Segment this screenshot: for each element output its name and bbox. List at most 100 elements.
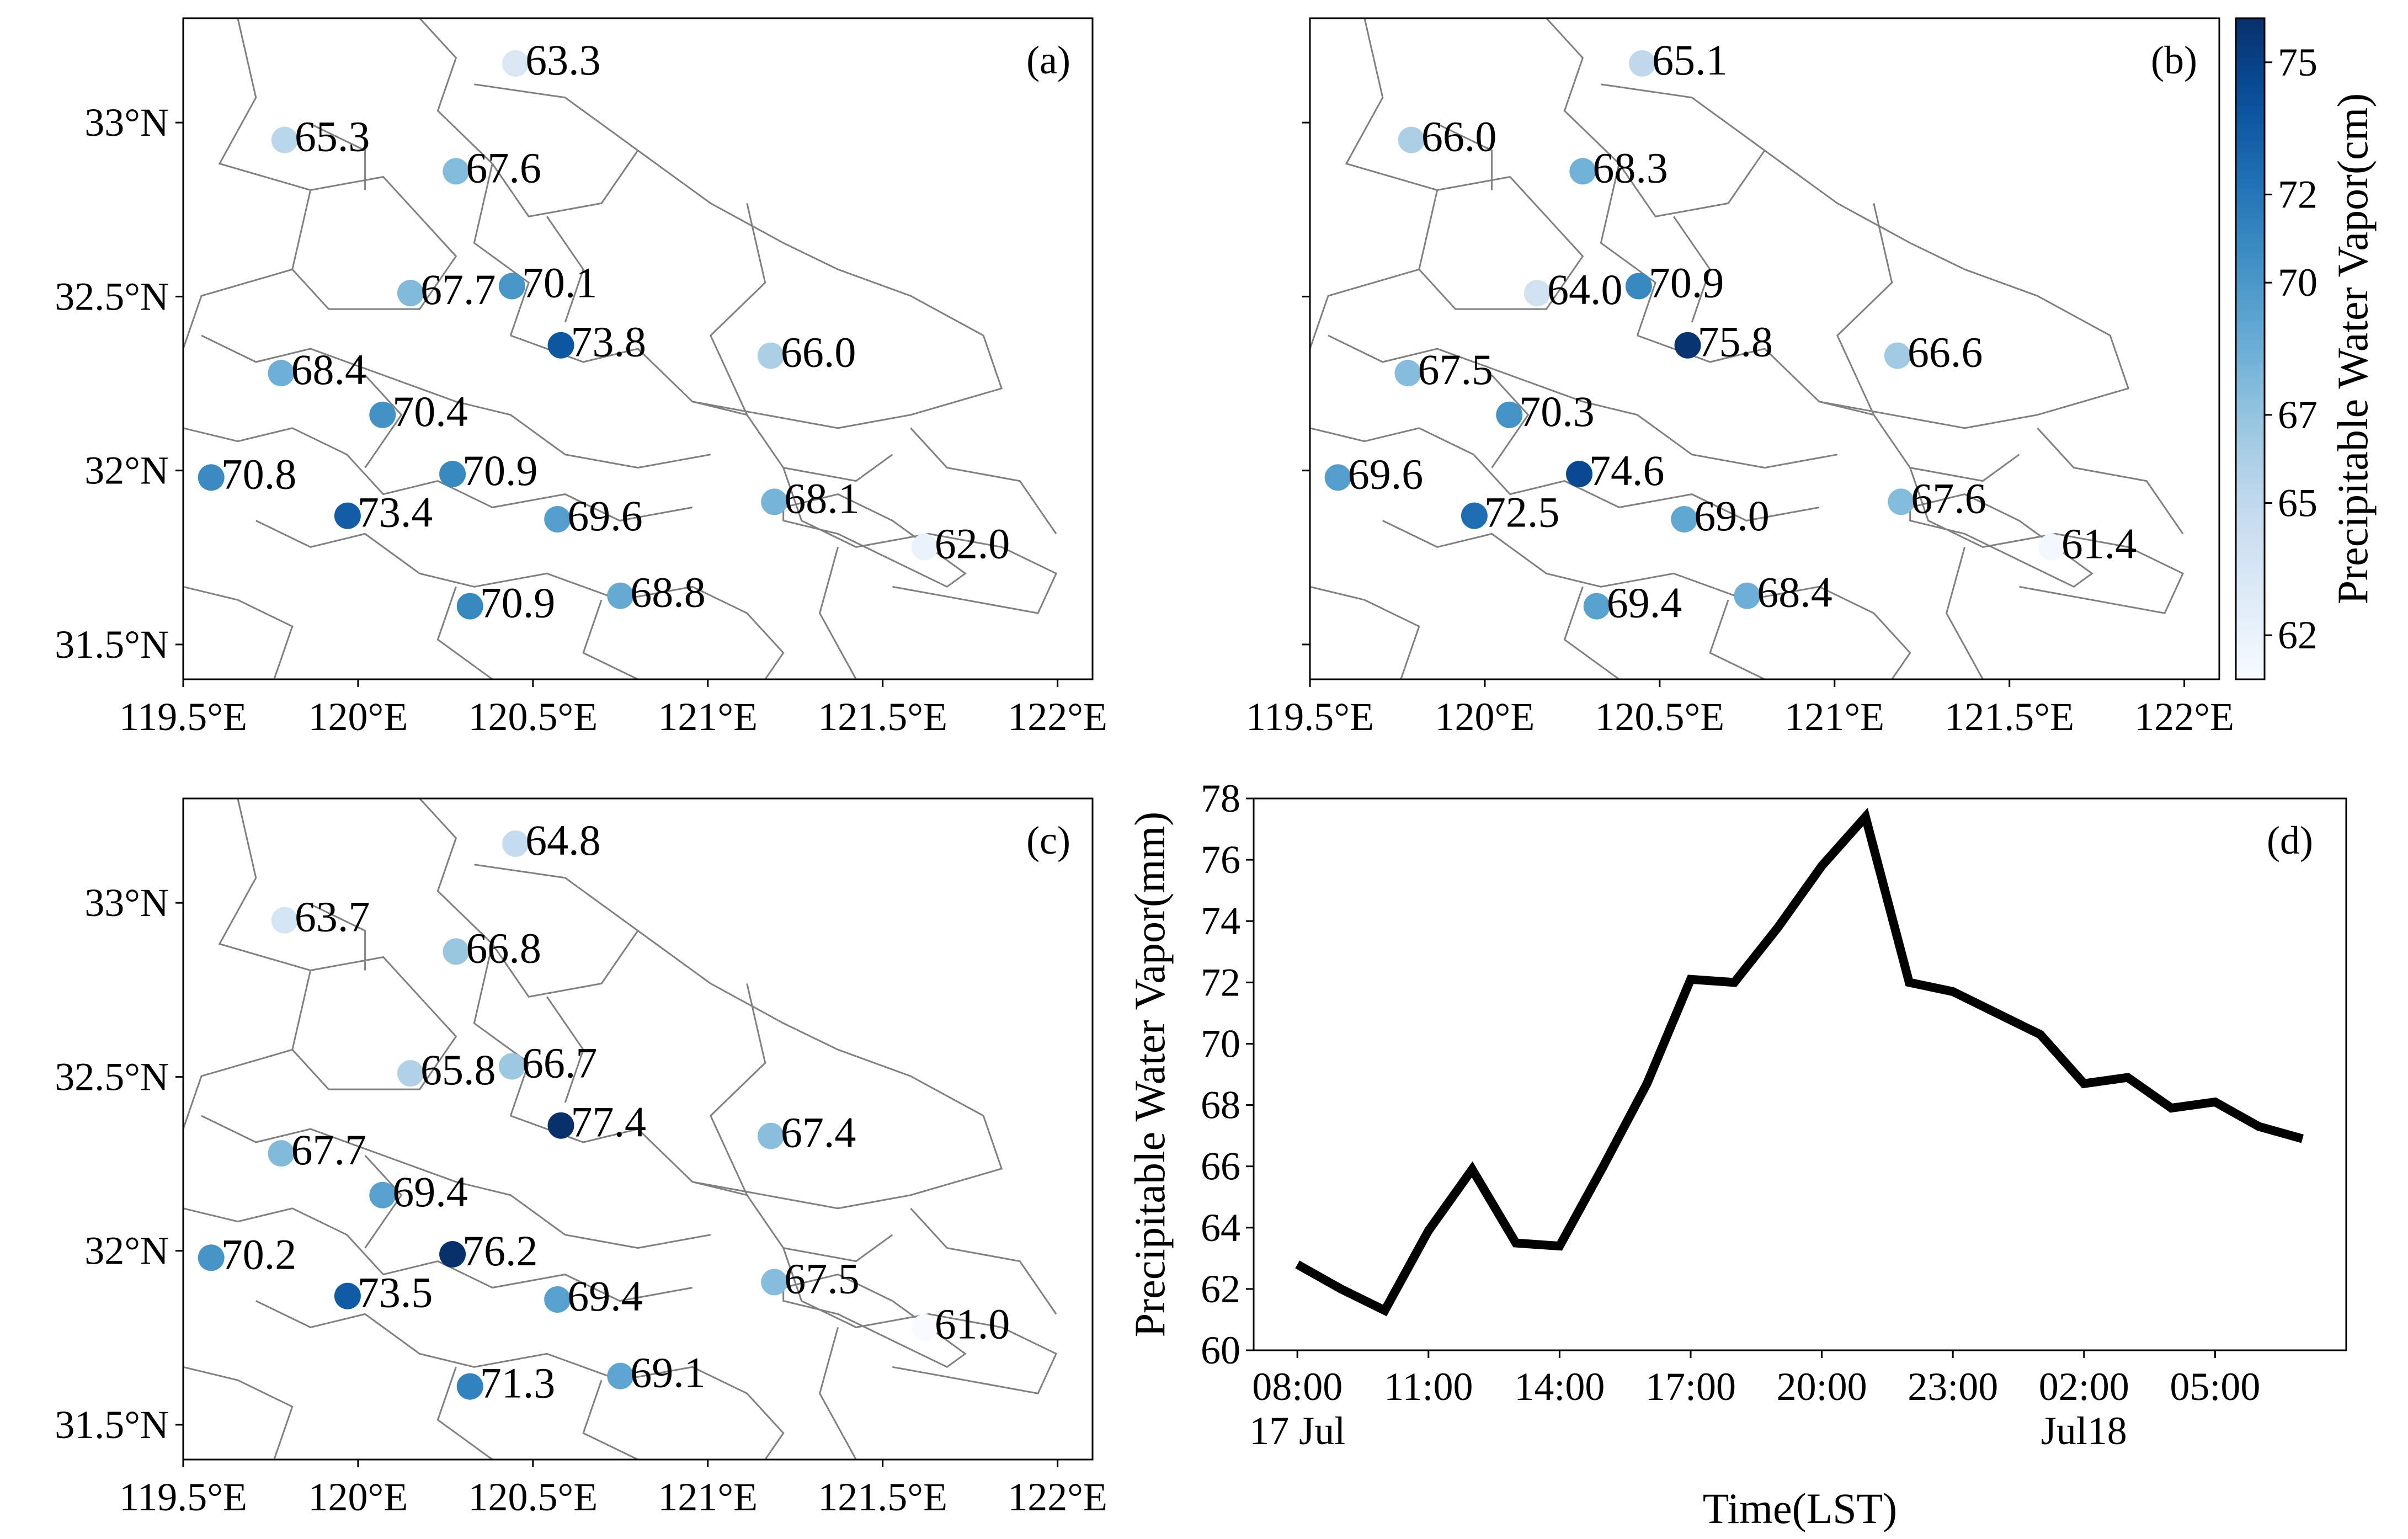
station-marker: [761, 488, 788, 515]
boundary-line: [291, 956, 457, 1090]
station-marker: [271, 907, 298, 934]
station-marker: [502, 830, 529, 857]
boundary-line: [182, 798, 312, 1130]
x-tick-sublabel: Jul18: [2041, 1409, 2127, 1453]
boundary-line: [201, 1115, 711, 1249]
station-value-label: 64.0: [1547, 265, 1623, 313]
boundary-line: [1491, 374, 1530, 468]
boundary-line: [1637, 334, 2020, 482]
station-value-label: 66.7: [522, 1039, 598, 1087]
boundary-line: [436, 586, 493, 680]
boundary-line: [1328, 334, 1838, 469]
station-marker: [1394, 360, 1421, 387]
station-marker: [397, 1060, 424, 1087]
colorbar-tick-label: 75: [2278, 40, 2318, 84]
station-marker: [911, 1314, 938, 1341]
station-value-label: 65.8: [420, 1046, 496, 1094]
boundary-line: [546, 996, 584, 1103]
station-marker: [334, 1282, 361, 1309]
station-marker: [607, 582, 634, 609]
y-ticks: 60 62 64 66 68 70 72 74 76 78: [1201, 776, 1254, 1372]
station-value-label: 70.3: [1519, 387, 1595, 435]
station-marker: [443, 158, 470, 185]
station-marker: [456, 1373, 483, 1400]
panel-label: (a): [1026, 38, 1070, 82]
boundary-line: [255, 520, 785, 680]
x-tick-label: 05:00: [2170, 1365, 2260, 1409]
station-value-label: 67.5: [784, 1254, 860, 1302]
station-marker: [1583, 593, 1610, 620]
boundary-line: [1764, 150, 2130, 429]
station-value-label: 70.8: [221, 450, 297, 498]
boundary-line: [1309, 427, 1820, 522]
x-axis-label: Time(LST): [1703, 1484, 1898, 1532]
station-value-label: 68.3: [1592, 143, 1668, 191]
stations: 64.8 63.7 66.8 65.8 66.7 77.4 69.4 67.7 70.2 73.5…: [198, 816, 1010, 1407]
boundary-line: [2037, 427, 2184, 535]
station-value-label: 69.6: [567, 492, 643, 540]
station-marker: [369, 1181, 396, 1208]
colorbar-gradient: [2235, 17, 2266, 680]
station-marker: [268, 1140, 295, 1167]
boundary-line: [910, 1207, 1057, 1315]
y-tick-label: 64: [1201, 1206, 1240, 1250]
colorbar-tick-label: 70: [2278, 260, 2318, 305]
station-value-label: 67.5: [1418, 345, 1493, 393]
station-marker: [1569, 158, 1596, 185]
station-value-label: 63.7: [295, 893, 370, 941]
x-tick-sublabel: 17 Jul: [1249, 1409, 1345, 1453]
station-marker: [397, 280, 424, 307]
y-tick-label: 32°N: [84, 449, 169, 493]
panel-label: (d): [2267, 818, 2313, 862]
boundary-line: [1601, 83, 1766, 218]
colorbar-tick-label: 72: [2278, 172, 2318, 216]
admin-boundaries: [182, 17, 1058, 680]
station-value-label: 68.4: [1757, 568, 1832, 616]
colorbar-tick-label: 65: [2278, 481, 2318, 525]
x-tick-label: 120.5°E: [468, 1475, 598, 1519]
x-tick-label: 121°E: [658, 695, 758, 739]
x-tick-label: 23:00: [1908, 1365, 1998, 1409]
y-tick-label: 72: [1201, 960, 1240, 1004]
boundary-line: [1418, 175, 1584, 310]
station-value-label: 64.8: [525, 816, 600, 864]
y-tick-label: 33°N: [84, 100, 169, 145]
axes-frame: [182, 797, 1094, 1461]
station-marker: [547, 332, 574, 359]
boundary-line: [436, 1366, 493, 1461]
x-tick-label: 121°E: [658, 1475, 758, 1519]
x-tick-label: 08:00: [1252, 1365, 1342, 1409]
pwv-series-line: [1295, 807, 2304, 1317]
boundary-line: [201, 334, 711, 469]
station-marker: [1734, 582, 1761, 609]
station-marker: [1674, 332, 1701, 359]
y-tick-label: 32°N: [84, 1229, 169, 1273]
y-ticks: [1302, 121, 1310, 646]
boundary-line: [818, 547, 857, 680]
x-tick-label: 121°E: [1784, 695, 1884, 739]
x-tick-label: 02:00: [2039, 1365, 2129, 1409]
boundary-line: [546, 216, 584, 323]
colorbar-tick-label: 67: [2278, 393, 2318, 437]
boundary-line: [818, 1327, 857, 1460]
station-value-label: 69.0: [1694, 492, 1770, 540]
boundary-line: [474, 864, 640, 998]
boundary-line: [709, 983, 766, 1196]
boundary-line: [183, 427, 693, 522]
station-value-label: 68.4: [291, 345, 366, 393]
station-value-label: 61.4: [2061, 519, 2137, 567]
boundary-line: [291, 175, 457, 310]
station-marker: [498, 1053, 525, 1080]
x-tick-label: 119.5°E: [1246, 695, 1374, 739]
colorbar-label: Precipitable Water Vapor(cm): [2329, 93, 2377, 604]
station-marker: [547, 1112, 574, 1139]
station-marker: [544, 1286, 571, 1313]
boundary-line: [637, 150, 1003, 429]
x-tick-label: 120°E: [1435, 695, 1535, 739]
x-ticks: 119.5°E 120°E 120.5°E 121°E 121.5°E 122°E: [119, 1460, 1107, 1519]
stations: 63.3 65.3 67.6 67.7 70.1 73.8 70.4 68.4 70.8 73.4…: [198, 36, 1010, 627]
station-value-label: 62.0: [935, 519, 1010, 567]
map-panel-c: 119.5°E 120°E 120.5°E 121°E 121.5°E 122°E 33°N…: [55, 797, 1107, 1519]
